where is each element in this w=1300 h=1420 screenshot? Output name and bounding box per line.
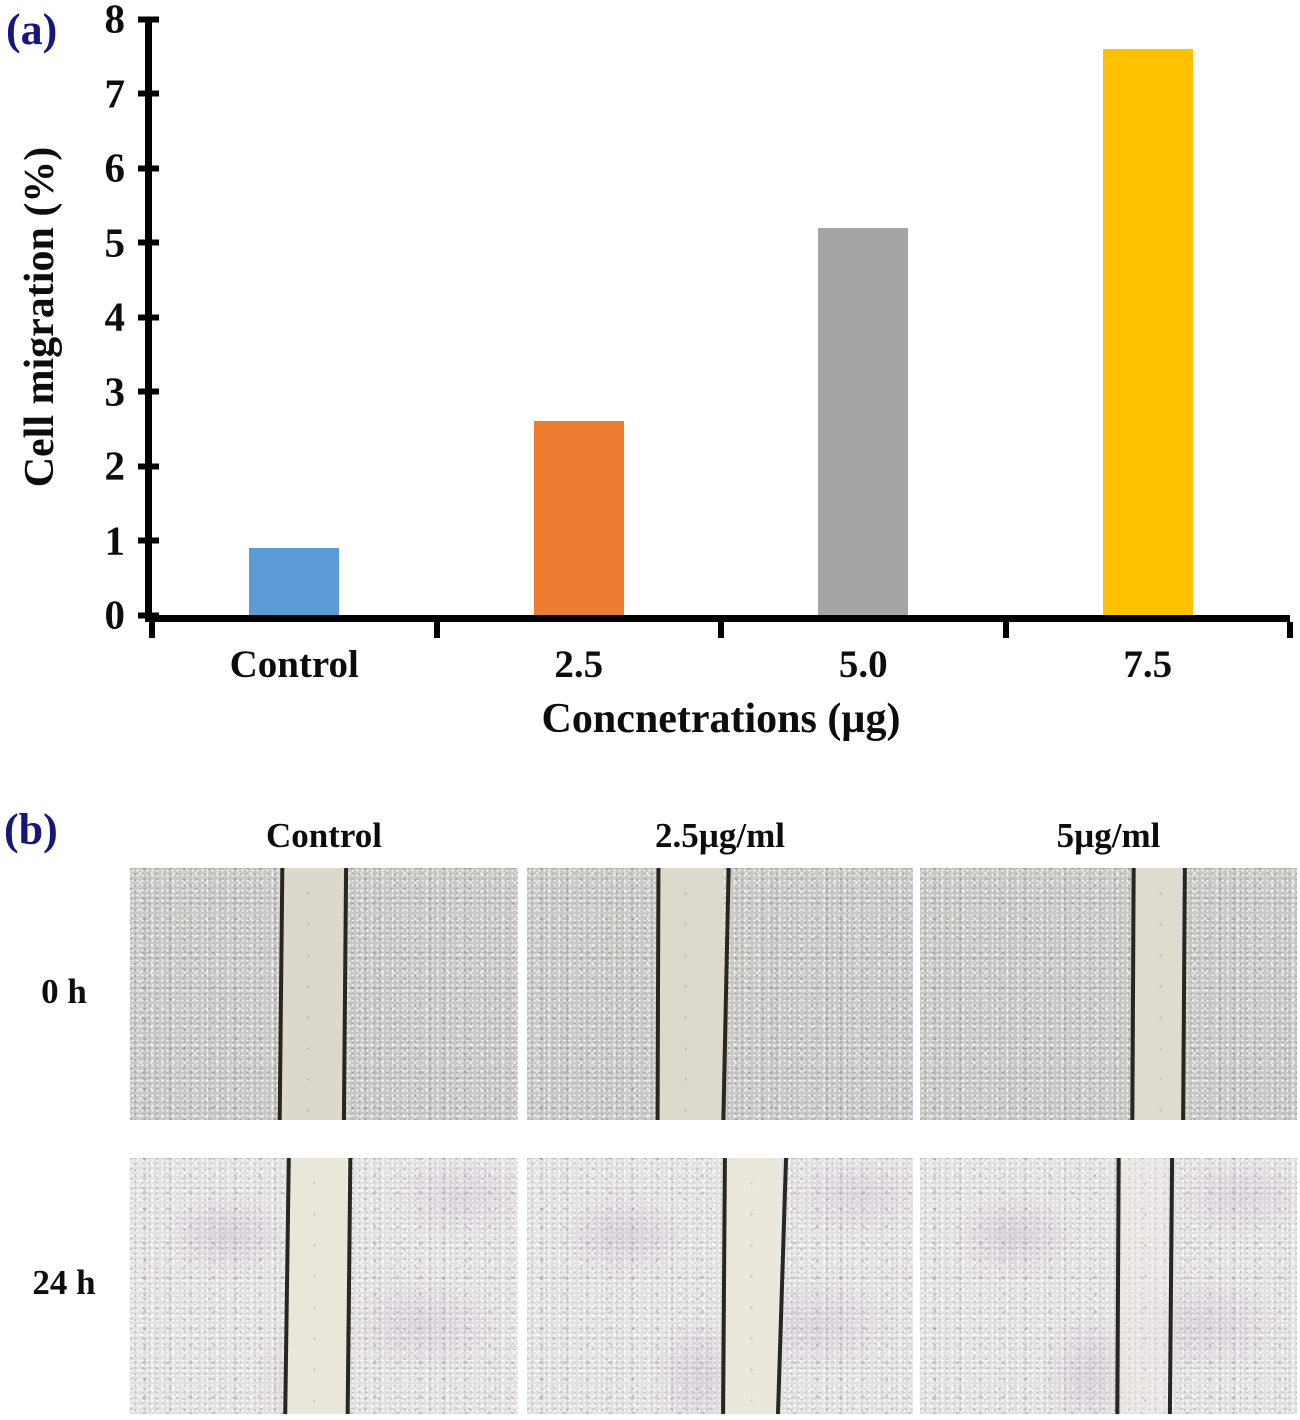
- y-tick-label: 0: [104, 591, 126, 638]
- wound-edge-line-right: [342, 868, 349, 1120]
- micrograph-24h-control: [130, 1158, 518, 1414]
- wound-edge-line-right: [1181, 868, 1187, 1120]
- panel-b-label: (b): [4, 805, 58, 854]
- column-header: 5µg/ml: [1056, 816, 1161, 855]
- y-axis-title: Cell migration (%): [17, 146, 63, 488]
- row-label: 0 h: [41, 972, 87, 1011]
- y-tick-label: 4: [104, 293, 126, 340]
- y-tick-label: 6: [104, 144, 126, 191]
- x-tick-mark: [433, 622, 440, 638]
- category-label: 5.0: [838, 643, 888, 686]
- y-tick: 7: [63, 70, 159, 116]
- y-tick-label: 3: [104, 368, 126, 414]
- y-tick-mark: [138, 314, 159, 320]
- y-tick-mark: [138, 90, 159, 97]
- plot-area: Cell migration (%) Control 2.5 5.0 7.5 Conc…: [17, 0, 1293, 742]
- y-tick: 1: [63, 517, 159, 563]
- micrograph-24h-5ug: [920, 1158, 1297, 1414]
- micrograph-0h-5ug: [920, 868, 1297, 1120]
- x-tick-mark: [149, 622, 155, 638]
- y-tick-mark: [138, 388, 159, 395]
- y-tick-label: 7: [104, 70, 126, 116]
- y-tick-mark: [138, 16, 159, 22]
- micrograph-0h-control: [130, 868, 518, 1120]
- column-header: 2.5µg/ml: [654, 816, 786, 855]
- x-axis-title: Concnetrations (µg): [541, 696, 901, 742]
- y-tick-label: 1: [104, 517, 126, 563]
- y-tick-mark: [138, 165, 159, 171]
- y-tick-label: 5: [104, 219, 126, 265]
- y-tick: 2: [63, 442, 159, 489]
- y-tick-label: 2: [104, 442, 126, 489]
- bar-5-0: [818, 227, 909, 615]
- x-tick-mark: [1002, 622, 1009, 638]
- x-tick-mark: [718, 622, 724, 638]
- category-row: Control 2.5 5.0 7.5: [152, 642, 1290, 687]
- micrograph-24h-2-5ug: [527, 1158, 913, 1414]
- bar-control: [249, 547, 340, 615]
- scratch-gap: [279, 868, 344, 1120]
- y-tick-mark: [138, 463, 159, 469]
- category-label: 2.5: [554, 643, 604, 686]
- x-tick-mark: [1287, 622, 1293, 638]
- scratch-gap: [285, 1158, 348, 1414]
- micrograph-0h-2-5ug: [527, 868, 913, 1120]
- y-tick-mark: [138, 612, 159, 618]
- row-label: 24 h: [32, 1263, 96, 1302]
- category-label: 7.5: [1123, 643, 1173, 686]
- y-tick-label: 8: [104, 0, 126, 42]
- scratch-gap: [1116, 1158, 1169, 1414]
- y-tick: 5: [63, 219, 159, 265]
- y-tick: 4: [63, 293, 159, 340]
- y-tick-mark: [138, 239, 159, 246]
- scratch-gap: [656, 868, 724, 1120]
- column-header: Control: [265, 816, 383, 855]
- bar-2-5: [533, 421, 624, 615]
- category-label: Control: [229, 643, 359, 686]
- panel-a-label: (a): [6, 5, 58, 54]
- y-tick: 6: [63, 144, 159, 191]
- y-tick: 0: [63, 591, 159, 638]
- scratch-gap: [721, 1158, 780, 1414]
- y-tick: 8: [63, 0, 159, 42]
- y-tick: 3: [63, 368, 159, 414]
- scratch-gap: [1131, 868, 1182, 1120]
- bar-7-5: [1102, 48, 1193, 615]
- y-tick-mark: [138, 537, 159, 544]
